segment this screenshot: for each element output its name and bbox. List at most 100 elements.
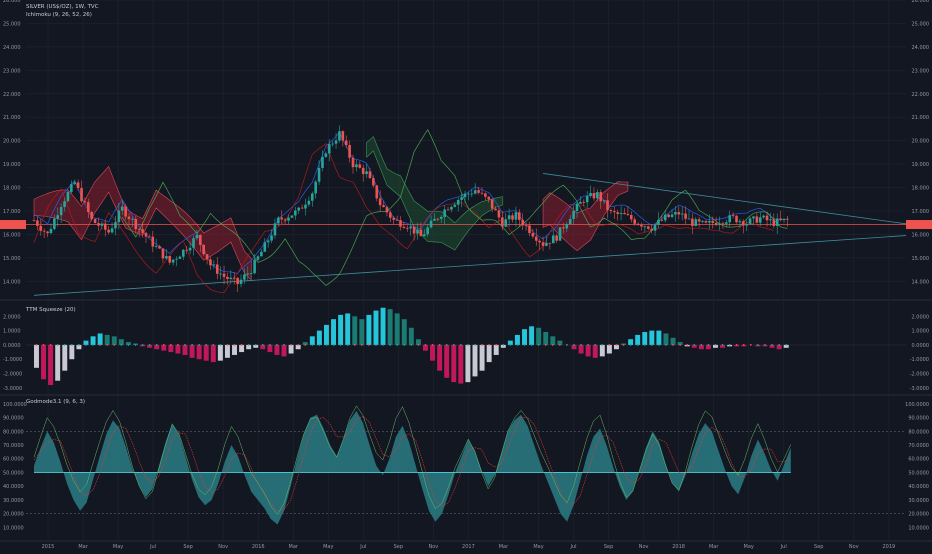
candle-down [494,208,497,211]
ttm-bar-positive [415,339,421,345]
candle-up [443,209,446,217]
ttm-bar-positive [401,319,407,345]
squeeze-dot [177,344,179,346]
candle-down [144,232,148,237]
price-axis-label: 16.000 [3,232,21,238]
squeeze-dot [771,344,773,346]
candle-up [745,223,748,226]
candle-down [358,164,362,168]
godmode-axis-label: 40.0000 [908,484,929,490]
candle-down [399,220,402,227]
squeeze-dot [353,344,356,346]
ttm-bar-positive [628,339,634,345]
godmode-area[interactable] [33,405,792,525]
squeeze-dot [382,344,384,346]
candle-up [752,216,755,219]
candle-down [436,218,440,220]
x-tick-label: 2015 [42,544,55,550]
candle-up [165,256,168,259]
candle-down [497,210,501,218]
squeeze-dot [233,344,236,346]
ttm-bar-negative [783,344,789,348]
squeeze-dot [148,344,151,346]
squeeze-dot [516,344,519,346]
candle-up [53,218,56,229]
candle-up [310,193,314,201]
candle-up [433,218,436,221]
candle-down [609,210,613,212]
squeeze-dot [431,344,434,346]
ttm-bar-negative [571,344,577,350]
squeeze-dot [396,344,399,346]
squeeze-dot [35,344,38,346]
symbol-title[interactable]: SILVER (US$/OZ), 1W, TVC [26,4,99,10]
ttm-bar-positive [656,330,662,345]
candle-up [266,240,270,243]
squeeze-dot [735,344,738,346]
godmode-legend[interactable]: Godmode3.1 (9, 6, 3) [26,399,85,405]
ttm-axis-label: -3.0000 [3,386,22,392]
ttm-bar-negative [246,344,252,350]
squeeze-dot [686,344,689,346]
ttm-bar-negative [253,344,259,348]
squeeze-dot [601,344,604,346]
squeeze-dot [509,344,512,346]
squeeze-dot [679,344,682,346]
squeeze-dot [318,344,321,346]
candle-up [270,235,273,241]
ichimoku-legend[interactable]: Ichimoku (9, 26, 52, 26) [26,12,92,18]
price-candles[interactable] [32,125,789,293]
ttm-bar-positive [302,342,308,345]
candle-up [708,220,711,223]
price-axis-label: 24.000 [912,45,930,51]
ttm-histogram[interactable] [34,307,789,385]
squeeze-dot [99,344,102,346]
candle-up [450,206,453,210]
ttm-bar-negative [437,344,443,371]
squeeze-dot [693,344,696,346]
squeeze-dot [360,344,363,346]
candle-down [541,242,545,246]
candle-up [762,215,765,218]
squeeze-dot [657,344,660,346]
godmode-axis-label: 10.0000 [3,525,24,531]
squeeze-dot [438,344,441,346]
squeeze-dot [346,344,349,346]
ttm-bar-negative [41,344,47,380]
ttm-bar-positive [316,330,322,345]
ttm-bar-positive [338,314,344,345]
ttm-bar-positive [529,326,535,345]
candle-down [555,235,558,241]
candle-up [294,210,297,216]
candle-down [209,259,212,266]
candle-down [32,220,36,222]
ttm-legend[interactable]: TTM Squeeze (20) [26,307,76,313]
ttm-bar-positive [522,329,527,345]
candle-down [236,277,239,285]
ttm-bar-positive [677,342,683,345]
candle-up [507,215,511,220]
ttm-bar-positive [663,333,669,345]
ttm-bar-negative [62,344,68,371]
candle-down [107,229,110,233]
squeeze-dot [785,344,788,346]
price-axis-label: 15.000 [912,256,930,262]
squeeze-dot [283,344,285,346]
candle-down [629,215,633,220]
squeeze-dot [474,344,476,346]
candle-up [426,227,429,235]
candle-down [103,223,107,230]
candle-down [755,216,759,223]
candle-up [263,242,267,252]
candle-down [419,229,423,237]
candle-down [76,182,80,189]
candle-down [351,157,355,168]
candle-up [769,219,772,221]
ttm-bar-negative [147,344,153,348]
candle-down [633,219,636,224]
godmode-axis-label: 10.0000 [908,525,929,531]
price-axis-label: 18.000 [3,186,21,192]
